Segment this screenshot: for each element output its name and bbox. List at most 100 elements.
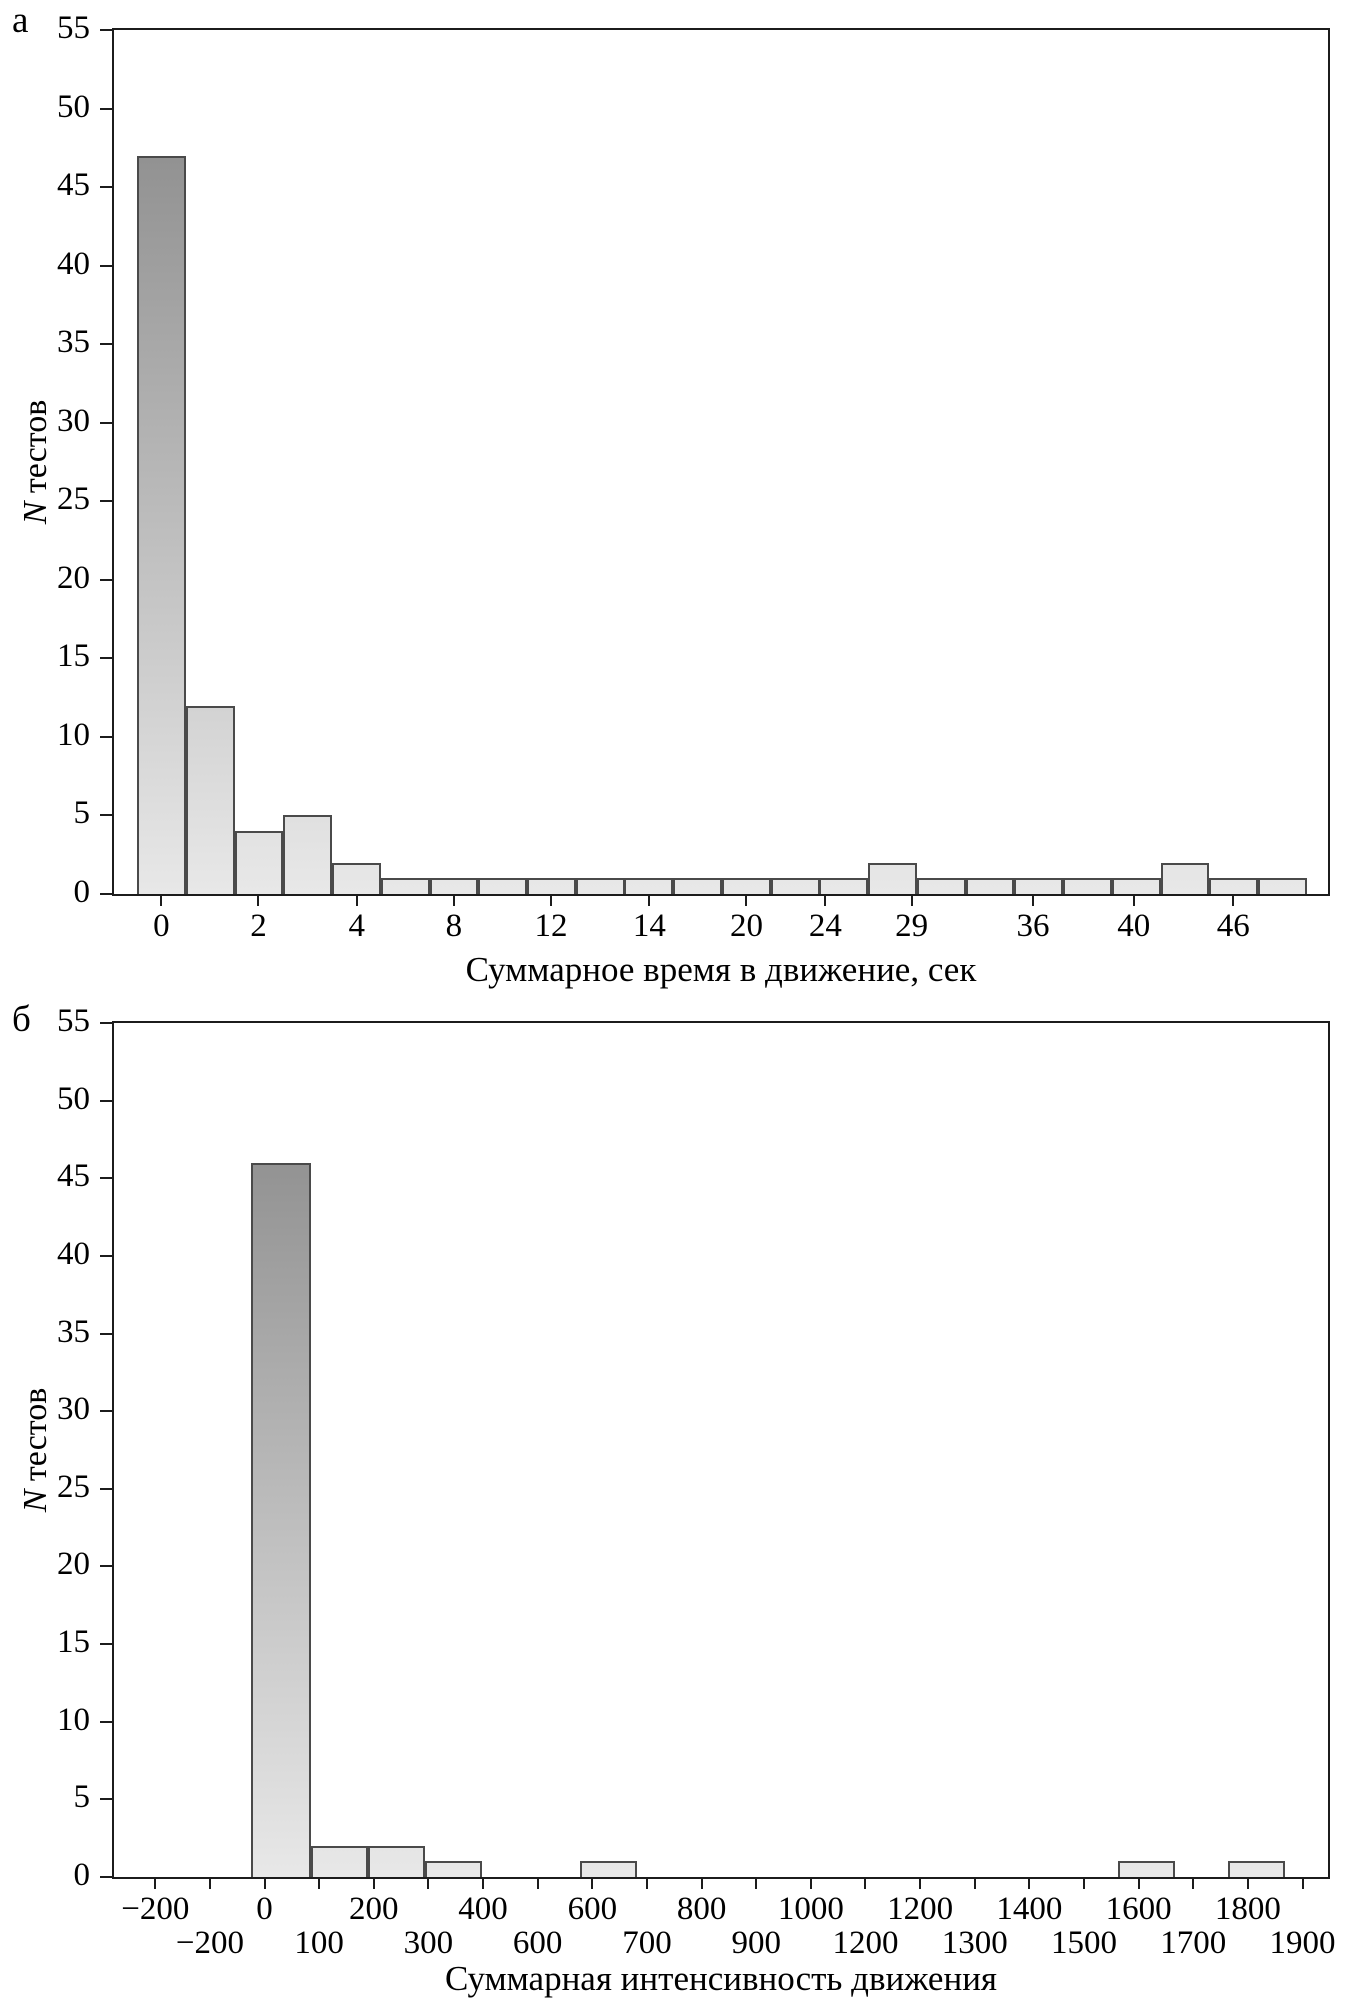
x-tick-label: 1500	[1050, 1925, 1117, 1961]
x-axis-tick	[1082, 1879, 1085, 1889]
x-axis-tick	[427, 1879, 430, 1889]
y-axis-tick	[100, 1487, 112, 1490]
x-axis-tick	[1137, 1879, 1140, 1889]
y-tick-label: 25	[57, 481, 90, 518]
x-axis-tick	[318, 1879, 321, 1889]
x-axis-title-b: Суммарная интенсивность движения	[444, 1959, 998, 1998]
x-axis-title-a: Суммарное время в движение, сек	[465, 950, 977, 989]
y-axis-tick	[100, 1876, 112, 1878]
x-axis-tick	[645, 1879, 648, 1889]
x-tick-label: 36	[1016, 908, 1050, 944]
x-axis-tick	[257, 896, 260, 906]
y-tick-label: 10	[57, 1701, 90, 1738]
x-tick-label: 14	[632, 908, 666, 944]
histogram-bar	[1014, 878, 1064, 894]
y-tick-label: 0	[73, 1856, 91, 1893]
x-axis-tick	[263, 1879, 266, 1889]
y-tick-label: 20	[57, 1546, 90, 1583]
x-axis-tick	[745, 896, 748, 906]
histogram-panel-b: б N тестов 0 5 10 15 20 25 30 35 40 45 50 55 −200 −20…	[0, 999, 1371, 1998]
y-axis-tick	[100, 1565, 112, 1568]
x-tick-label: 800	[676, 1891, 727, 1927]
histogram-bar	[1117, 1861, 1176, 1877]
x-tick-label: 4	[348, 908, 366, 944]
histogram-bar	[283, 815, 333, 894]
x-axis-tick	[919, 1879, 922, 1889]
y-axis-tick	[100, 814, 112, 817]
y-tick-label: 35	[57, 324, 90, 361]
histogram-bar	[251, 1162, 311, 1877]
histogram-bar	[1258, 878, 1307, 894]
histogram-bar	[965, 878, 1015, 894]
x-axis-tick	[1031, 896, 1034, 906]
x-axis-tick	[591, 1879, 594, 1889]
x-tick-label: 600	[512, 1925, 563, 1961]
x-tick-label: 600	[567, 1891, 618, 1927]
x-tick-label: −200	[175, 1925, 244, 1961]
y-tick-label: 50	[57, 1080, 90, 1117]
x-tick-label: 900	[731, 1925, 781, 1961]
y-axis-tick	[100, 1798, 112, 1801]
histogram-bar	[916, 878, 966, 894]
y-tick-label: 55	[57, 1002, 90, 1039]
y-axis-tick	[100, 578, 112, 581]
x-tick-label: 0	[256, 1891, 273, 1927]
x-axis-tick	[809, 1879, 812, 1889]
y-axis-tick	[100, 186, 112, 189]
histogram-bar	[1160, 862, 1210, 894]
y-axis-tick	[100, 500, 112, 503]
x-tick-label: 1200	[887, 1891, 954, 1927]
x-tick-label: 12	[534, 908, 568, 944]
histogram-bar	[1228, 1861, 1286, 1877]
histogram-bar	[380, 878, 430, 894]
histogram-bar	[624, 878, 674, 894]
histogram-bar	[575, 878, 625, 894]
x-tick-label: 1600	[1105, 1891, 1172, 1927]
histogram-bar	[527, 878, 576, 894]
x-tick-label: 8	[445, 908, 463, 944]
x-axis-tick	[355, 896, 358, 906]
x-tick-label: 46	[1216, 908, 1250, 944]
histogram-bar	[367, 1845, 425, 1877]
histogram-panel-a: а N тестов 0 5 10 15 20 25 30 35 40 45 50 55 0 2 4 8 12 1…	[0, 0, 1371, 999]
y-axis-tick	[100, 735, 112, 738]
x-tick-label: 300	[403, 1925, 454, 1961]
y-tick-label: 20	[57, 559, 90, 596]
y-tick-label: 30	[57, 402, 90, 439]
x-tick-label: 400	[458, 1891, 508, 1927]
y-axis-tick	[100, 1022, 112, 1024]
x-axis-tick	[372, 1879, 375, 1889]
plot-area-b: 0 5 10 15 20 25 30 35 40 45 50 55 −200 −200 0 100 200 300…	[57, 1004, 1336, 1959]
y-axis-tick	[100, 1643, 112, 1646]
histogram-bar	[580, 1861, 638, 1877]
y-tick-label: 30	[57, 1391, 90, 1428]
x-axis-tick	[1232, 896, 1235, 906]
y-tick-label: 25	[57, 1468, 90, 1505]
histogram-bar	[310, 1845, 368, 1877]
y-axis-tick	[100, 343, 112, 346]
histogram-bar	[1209, 878, 1259, 894]
x-axis-tick	[973, 1879, 976, 1889]
y-tick-label: 10	[57, 716, 90, 753]
y-axis-tick	[100, 1332, 112, 1335]
histogram-bar	[185, 705, 235, 894]
x-tick-label: 1300	[941, 1925, 1008, 1961]
y-axis-tick	[100, 421, 112, 424]
x-tick-label: 2	[250, 908, 267, 944]
x-tick-label: 29	[895, 908, 929, 944]
y-tick-label: 50	[57, 88, 90, 125]
x-tick-label: 1000	[777, 1891, 844, 1927]
x-axis-tick	[755, 1879, 758, 1889]
y-tick-label: 45	[57, 166, 90, 203]
y-axis-tick	[100, 1177, 112, 1180]
x-tick-label: 24	[808, 908, 842, 944]
histogram-bar	[332, 862, 381, 894]
x-axis-tick	[1301, 1879, 1304, 1889]
x-axis-tick	[482, 1879, 485, 1889]
histogram-bar	[868, 862, 917, 894]
y-tick-label: 15	[57, 638, 90, 675]
x-tick-label: 1400	[996, 1891, 1063, 1927]
x-axis-tick	[550, 896, 553, 906]
panel-label-b: б	[12, 999, 31, 1040]
